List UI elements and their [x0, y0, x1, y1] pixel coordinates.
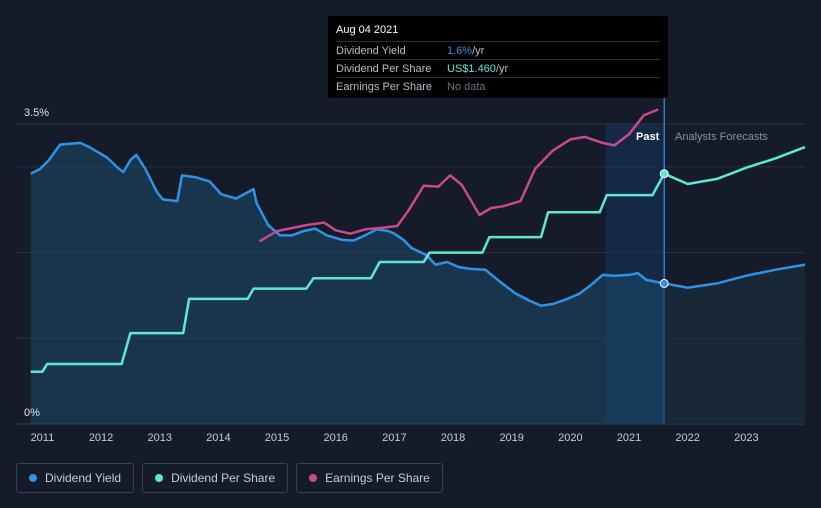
x-tick-label: 2011: [31, 432, 55, 444]
x-tick-label: 2014: [206, 432, 230, 444]
past-label: Past: [636, 131, 660, 143]
x-tick-label: 2021: [617, 432, 641, 444]
x-tick-label: 2016: [323, 432, 347, 444]
legend-label: Earnings Per Share: [325, 471, 430, 485]
tooltip-row-dividend-per-share: Dividend Per Share US$1.460 /yr: [336, 59, 660, 77]
tooltip-label: Earnings Per Share: [336, 80, 432, 93]
tooltip-row-dividend-yield: Dividend Yield 1.6% /yr: [336, 41, 660, 59]
tooltip-value: US$1.460: [447, 62, 496, 75]
tooltip-unit: /yr: [472, 44, 485, 57]
x-tick-label: 2012: [89, 432, 113, 444]
y-tick-bottom: 0%: [24, 407, 40, 419]
tooltip-row-earnings-per-share: Earnings Per Share No data: [336, 77, 660, 95]
legend-dot-icon: [29, 474, 37, 482]
tooltip-label: Dividend Yield: [336, 44, 406, 57]
x-tick-label: 2019: [499, 432, 523, 444]
dividend-yield-area: [30, 142, 665, 424]
tooltip-date: Aug 04 2021: [336, 24, 399, 36]
earnings-per-share-line: [258, 108, 659, 243]
x-axis: 2011 2012 2013 2014 2015 2016 2017 2018 2019 2020…: [31, 432, 759, 444]
tooltip-unit: /yr: [495, 62, 509, 75]
legend-dividend-yield[interactable]: Dividend Yield: [16, 463, 135, 493]
tooltip-label: Dividend Per Share: [336, 62, 432, 75]
x-tick-label: 2015: [265, 432, 289, 444]
legend-dot-icon: [155, 474, 164, 482]
dividend-per-share-line: [30, 173, 666, 373]
data-point-marker: [659, 169, 669, 179]
x-tick-label: 2022: [675, 432, 699, 444]
dividend-per-share-forecast-line: [663, 145, 806, 186]
dividend-yield-forecast-area: [664, 264, 805, 424]
dividend-yield-forecast-line: [663, 263, 806, 289]
dividend-yield-line: [30, 141, 665, 307]
legend-label: Dividend Per Share: [171, 471, 276, 485]
x-tick-label: 2013: [147, 432, 171, 444]
tooltip-value: No data: [447, 80, 486, 93]
legend: Dividend Yield Dividend Per Share Earnin…: [16, 463, 443, 493]
tooltip-value: 1.6%: [447, 44, 473, 57]
data-point-marker: [659, 278, 669, 288]
tooltip: Aug 04 2021 Dividend Yield 1.6% /yr Divi…: [328, 16, 668, 98]
legend-earnings-per-share[interactable]: Earnings Per Share: [296, 463, 443, 493]
y-tick-top: 3.5%: [24, 107, 49, 119]
analysts-forecasts-label: Analysts Forecasts: [675, 131, 768, 143]
x-tick-label: 2023: [734, 432, 758, 444]
x-tick-label: 2018: [441, 432, 465, 444]
legend-dividend-per-share[interactable]: Dividend Per Share: [142, 463, 289, 493]
legend-label: Dividend Yield: [45, 471, 122, 485]
legend-dot-icon: [309, 474, 318, 482]
x-tick-label: 2020: [558, 432, 582, 444]
x-tick-label: 2017: [382, 432, 406, 444]
